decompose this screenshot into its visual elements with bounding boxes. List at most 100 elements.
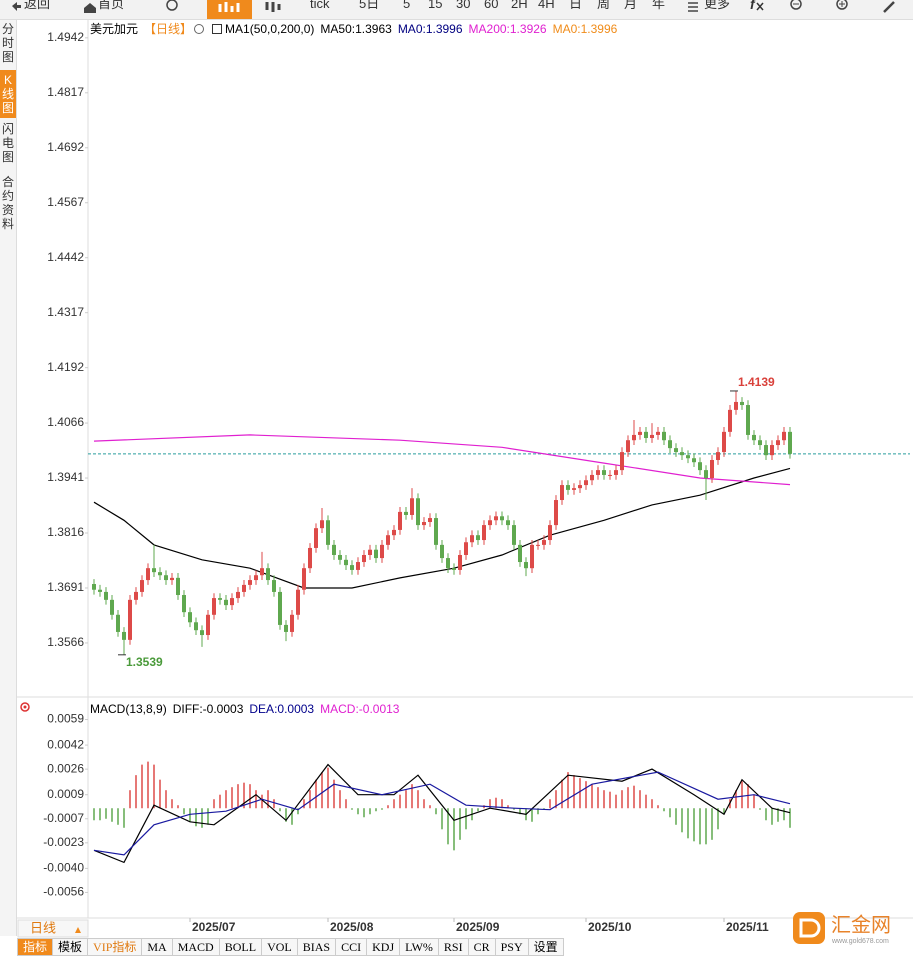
- y-tick-label: 0.0026: [47, 761, 84, 775]
- candle-body: [134, 591, 138, 600]
- candle-body: [752, 434, 756, 441]
- candle-body: [596, 470, 600, 475]
- candle-body: [338, 554, 342, 560]
- toolbar-button[interactable]: 年: [652, 0, 666, 11]
- candle-icon[interactable]: [265, 2, 281, 12]
- sidebar-tab[interactable]: K线图: [0, 70, 16, 118]
- candle-body: [428, 518, 432, 523]
- candle-body: [362, 554, 366, 563]
- refresh-icon[interactable]: [166, 0, 178, 11]
- toolbar-icons: f: [12, 0, 895, 19]
- line-series: [93, 763, 791, 864]
- indicator-tab[interactable]: MA: [142, 938, 173, 956]
- y-tick-label: 0.0042: [47, 737, 84, 751]
- candle-body: [476, 535, 480, 541]
- toolbar-button[interactable]: tick: [310, 0, 330, 11]
- candle-body: [620, 452, 624, 471]
- toolbar-button[interactable]: 更多: [704, 0, 731, 11]
- candle-body: [206, 614, 210, 636]
- indicator-tab[interactable]: CR: [468, 938, 496, 956]
- candle-body: [746, 405, 750, 435]
- period-label[interactable]: 日线: [30, 920, 56, 935]
- add-icon[interactable]: [194, 24, 205, 34]
- back-icon: [12, 2, 21, 11]
- sidebar-tab[interactable]: 闪电图: [1, 122, 14, 164]
- candle-body: [398, 511, 402, 530]
- indicator-tab[interactable]: VOL: [262, 938, 298, 956]
- candle-body: [254, 575, 258, 581]
- dropdown-arrow: [75, 927, 81, 933]
- candle-body: [512, 525, 516, 545]
- candle-body: [374, 549, 378, 559]
- indicator-tab[interactable]: RSI: [438, 938, 469, 956]
- settings-icon: [23, 705, 27, 709]
- sidebar-tab[interactable]: 合约资料: [1, 175, 14, 231]
- indicator-tab[interactable]: KDJ: [367, 938, 401, 956]
- candle-body: [464, 542, 468, 555]
- candle-body: [296, 589, 300, 615]
- candle-body: [626, 440, 630, 453]
- toolbar-button[interactable]: 30: [456, 0, 471, 11]
- sidebar: 分时图 K线图闪电图合约资料: [0, 20, 17, 936]
- indicator-tab[interactable]: VIP指标: [88, 938, 143, 956]
- kline-button[interactable]: [207, 0, 252, 19]
- indicator-tab[interactable]: MACD: [172, 938, 220, 956]
- candle-body: [344, 559, 348, 566]
- candle-body: [524, 562, 528, 569]
- zoom-out[interactable]: [790, 0, 802, 10]
- candle-body: [566, 485, 570, 490]
- indicator-icon[interactable]: [212, 24, 223, 34]
- candle-body: [92, 584, 96, 590]
- fx-icon[interactable]: f: [750, 0, 756, 12]
- zoom-in[interactable]: [836, 0, 848, 10]
- candle-body: [122, 631, 126, 640]
- indicator-tab[interactable]: PSY: [495, 938, 529, 956]
- indicator-tab[interactable]: CCI: [336, 938, 368, 956]
- toolbar-button[interactable]: 2H: [511, 0, 528, 11]
- toolbar-button[interactable]: 5日: [359, 0, 380, 11]
- candle-body: [602, 470, 606, 475]
- y-tick-label: 1.3941: [47, 470, 84, 484]
- toolbar-button[interactable]: 5: [403, 0, 411, 11]
- toolbar-button[interactable]: 60: [484, 0, 499, 11]
- sidebar-tab[interactable]: 分时图: [1, 22, 14, 64]
- toolbar-button[interactable]: 周: [597, 0, 611, 11]
- indicator-tab[interactable]: 设置: [528, 938, 564, 956]
- candle-body: [440, 544, 444, 559]
- toolbar-button[interactable]: 返回: [24, 0, 51, 11]
- indicator-tab[interactable]: 指标: [17, 938, 54, 956]
- candle-body: [230, 598, 234, 606]
- candle-body: [170, 577, 174, 581]
- candle-body: [434, 518, 438, 545]
- candle-body: [404, 511, 408, 515]
- indicator-tab[interactable]: BIAS: [297, 938, 337, 956]
- toolbar-button[interactable]: 日: [569, 0, 583, 11]
- indicator-tab[interactable]: LW%: [400, 938, 439, 956]
- indicator-tab[interactable]: 模板: [53, 938, 89, 956]
- candle-body: [200, 630, 204, 636]
- legend-item: MACD:-0.0013: [320, 702, 400, 716]
- x-tick-label: 2025/10: [588, 920, 632, 934]
- toolbar-button[interactable]: 首页: [98, 0, 125, 11]
- toolbar-button[interactable]: 15: [428, 0, 443, 11]
- draw-tool[interactable]: [883, 1, 895, 13]
- x-tick-label: 2025/08: [330, 920, 374, 934]
- candle-body: [506, 520, 510, 526]
- candle-body: [656, 431, 660, 435]
- candle-body: [290, 614, 294, 632]
- candle-body: [716, 452, 720, 461]
- logo-name: 汇金网: [831, 913, 891, 936]
- candle-body: [350, 565, 354, 570]
- period-box[interactable]: [17, 919, 89, 938]
- toolbar-button[interactable]: 4H: [538, 0, 555, 11]
- candle-body: [242, 584, 246, 592]
- candle-body: [470, 535, 474, 543]
- settings-icon[interactable]: [20, 702, 30, 712]
- candle-body: [368, 549, 372, 555]
- logo-url: www.gold678.com: [831, 938, 889, 945]
- y-tick-label: 1.4817: [47, 85, 84, 99]
- legend-item: MA0:1.3996: [397, 22, 463, 36]
- candle-body: [410, 498, 414, 515]
- toolbar-button[interactable]: 月: [624, 0, 638, 11]
- indicator-tab[interactable]: BOLL: [219, 938, 263, 956]
